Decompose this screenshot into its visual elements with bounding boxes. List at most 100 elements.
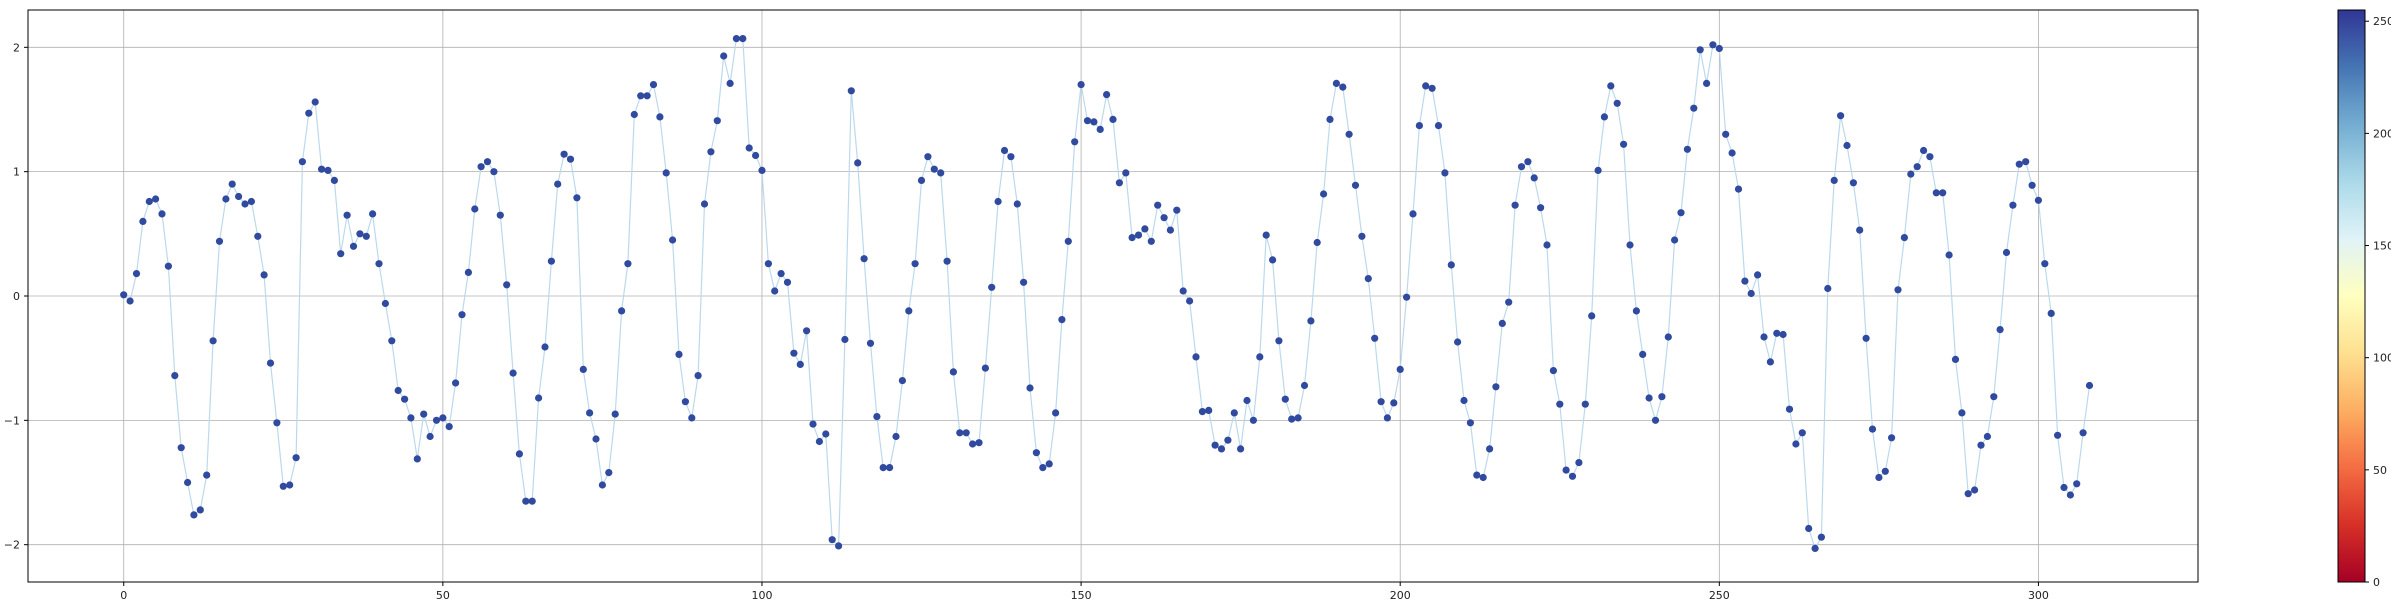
data-point <box>190 511 198 519</box>
data-point <box>292 454 300 462</box>
data-point <box>407 414 415 422</box>
data-point <box>1351 181 1360 189</box>
data-point <box>1454 338 1462 346</box>
x-tick-label: 50 <box>436 589 450 602</box>
data-point <box>1856 226 1864 234</box>
data-point <box>2015 160 2023 168</box>
colorbar: 0 50 100 150 200 250 <box>2337 9 2391 589</box>
x-tick-label: 150 <box>1071 589 1092 602</box>
data-point <box>930 165 938 173</box>
data-point <box>273 419 281 427</box>
data-point <box>1249 416 1257 424</box>
data-point <box>1843 141 1851 150</box>
data-point <box>483 158 492 166</box>
data-point <box>803 327 811 335</box>
data-point <box>426 432 434 441</box>
data-point <box>2054 431 2062 439</box>
data-point <box>1083 117 1092 125</box>
data-point <box>330 176 338 184</box>
data-point <box>1269 256 1277 264</box>
data-point <box>866 339 875 347</box>
data-point <box>860 255 868 263</box>
data-point <box>260 271 268 279</box>
data-point <box>898 377 907 385</box>
data-point <box>305 109 313 117</box>
data-point <box>1549 367 1557 375</box>
data-point <box>2085 381 2094 390</box>
data-point <box>624 260 632 268</box>
data-point <box>401 395 409 403</box>
data-point <box>726 79 734 87</box>
data-point <box>1026 384 1034 392</box>
data-point <box>713 117 721 125</box>
data-point <box>1658 393 1666 401</box>
data-point <box>171 372 179 380</box>
data-point <box>177 444 185 452</box>
data-point <box>1403 293 1411 301</box>
data-point <box>771 287 779 295</box>
data-point <box>1281 395 1289 403</box>
data-point <box>879 464 887 472</box>
data-point <box>1115 179 1123 187</box>
data-point <box>1613 99 1621 107</box>
data-point <box>1262 231 1270 239</box>
data-point <box>1422 82 1430 90</box>
data-point <box>1824 284 1832 293</box>
data-point <box>1888 434 1896 442</box>
data-point <box>764 260 773 268</box>
data-point <box>1683 145 1691 153</box>
data-point <box>324 166 332 174</box>
data-point <box>1186 297 1194 305</box>
x-tick-label: 250 <box>1709 589 1730 602</box>
y-tick-label: 0 <box>13 290 20 303</box>
data-point <box>375 260 383 268</box>
data-point <box>126 297 134 305</box>
data-point <box>1013 200 1021 208</box>
data-point <box>1747 289 1755 298</box>
data-point <box>1466 419 1474 427</box>
data-point <box>1709 41 1717 49</box>
data-point <box>439 414 447 422</box>
data-point <box>1971 486 1979 494</box>
data-point <box>2073 480 2081 488</box>
data-point <box>1256 353 1264 361</box>
data-point <box>369 210 377 218</box>
data-point <box>1039 464 1047 472</box>
data-point <box>937 169 945 177</box>
data-point <box>1645 394 1653 402</box>
data-point <box>1326 115 1334 123</box>
colorbar-tick-label: 150 <box>2373 240 2391 253</box>
data-point <box>592 435 600 443</box>
data-point <box>911 260 919 268</box>
data-point <box>1926 153 1934 161</box>
data-point <box>1441 169 1449 177</box>
data-point <box>1556 400 1564 408</box>
data-point <box>337 250 345 258</box>
y-tick-label: 2 <box>13 41 20 54</box>
x-tick-label: 100 <box>751 589 772 602</box>
series-line <box>123 37 2091 550</box>
data-point <box>949 368 958 376</box>
data-point <box>1192 353 1200 361</box>
data-point <box>1932 189 1940 197</box>
data-point <box>509 369 517 377</box>
data-point <box>1543 241 1551 249</box>
data-point <box>2009 201 2017 209</box>
data-point <box>145 197 153 206</box>
data-point <box>605 469 613 477</box>
data-point <box>828 536 836 544</box>
data-point <box>1862 334 1870 342</box>
data-point <box>1032 449 1040 457</box>
data-point <box>1230 409 1238 417</box>
data-point <box>318 165 326 173</box>
data-point <box>707 148 715 156</box>
colorbar-tick-label: 250 <box>2373 15 2391 28</box>
data-point <box>694 372 702 380</box>
data-point <box>1773 329 1781 337</box>
data-point <box>566 155 575 163</box>
data-point <box>1224 436 1232 444</box>
data-point <box>962 429 970 437</box>
data-point <box>1473 471 1481 479</box>
data-point <box>1983 432 1991 441</box>
data-point <box>1722 130 1730 138</box>
